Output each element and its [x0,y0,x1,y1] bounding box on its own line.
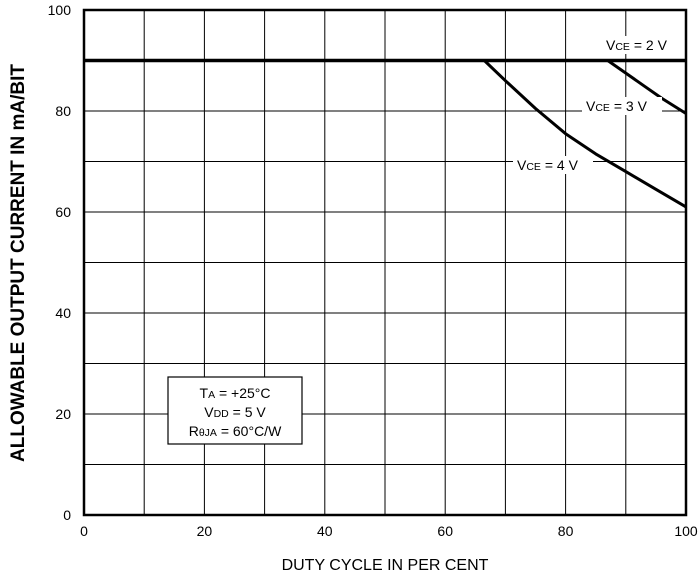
label-bg-vce2 [602,36,680,54]
label-vce2-sub: CE [615,41,630,53]
x-axis-title: DUTY CYCLE IN PER CENT [282,557,489,574]
label-vce2-main: V [606,37,616,53]
series-line-vce-3v [606,59,687,115]
x-tick-labels: 0 20 40 60 80 100 [80,523,698,539]
condition-rthja: RθJA = 60°C/W [189,423,282,439]
condition-ta-main: T [200,385,209,401]
x-tick-label: 20 [197,523,213,539]
y-tick-label: 100 [48,2,72,18]
series-line-vce-4v [483,59,687,209]
plot-frame [82,8,688,517]
label-vce2: VCE = 2 V [606,37,668,53]
label-vce4-rest: = 4 V [541,157,579,173]
label-vce4-sub: CE [526,161,541,173]
label-vce4-main: V [517,157,527,173]
x-tick-label: 80 [558,523,574,539]
x-tick-label: 0 [80,523,88,539]
x-tick-label: 60 [437,523,453,539]
condition-vdd-main: V [204,404,214,420]
y-tick-label: 20 [55,406,71,422]
y-tick-label: 80 [55,103,71,119]
y-tick-labels: 0 20 40 60 80 100 [48,2,72,523]
label-vce3: VCE = 3 V [586,98,648,114]
x-tick-label: 100 [674,523,698,539]
label-vce3-rest: = 3 V [610,98,648,114]
x-tick-label: 40 [317,523,333,539]
condition-rthja-main: R [189,423,199,439]
condition-vdd-rest: = 5 V [229,404,267,420]
condition-vdd: VDD = 5 V [204,404,266,420]
condition-rthja-rest: = 60°C/W [217,423,282,439]
label-vce2-rest: = 2 V [630,37,668,53]
condition-ta-rest: = +25°C [215,385,270,401]
y-tick-label: 0 [63,507,71,523]
label-bg-vce3 [582,97,662,115]
condition-ta-sub: A [208,389,215,401]
label-vce3-sub: CE [595,102,610,114]
series-group [84,58,687,209]
condition-rthja-sub: θJA [199,427,217,439]
condition-ta: TA = +25°C [200,385,271,401]
conditions-box [167,376,303,445]
label-vce4: VCE = 4 V [517,157,579,173]
condition-vdd-sub: DD [214,408,230,420]
y-tick-label: 40 [55,305,71,321]
label-bg-vce4 [513,156,593,174]
label-vce3-main: V [586,98,596,114]
y-tick-label: 60 [55,204,71,220]
y-axis-title: ALLOWABLE OUTPUT CURRENT IN mA/BIT [8,64,29,462]
